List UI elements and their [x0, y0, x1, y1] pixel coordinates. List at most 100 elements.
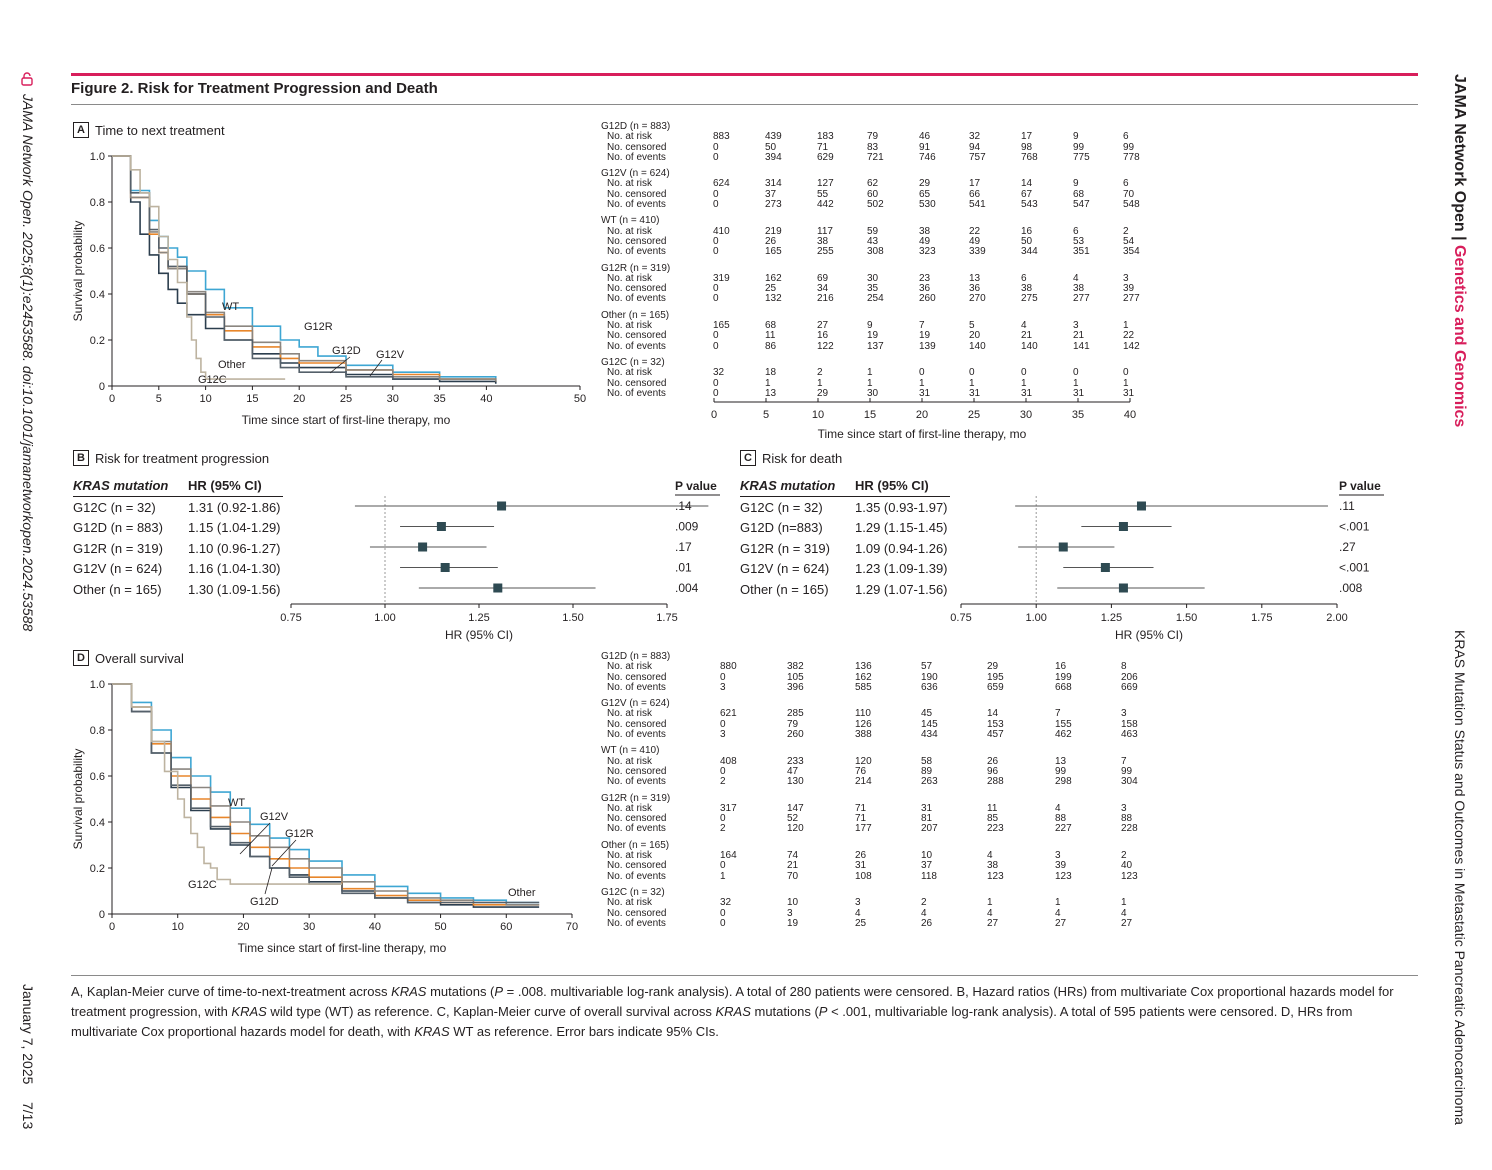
risk-cell: 439 [765, 131, 782, 143]
x-tick-label: 0 [109, 921, 115, 933]
curve-label-g12c: G12C [188, 879, 217, 891]
x-tick-label: 50 [574, 393, 586, 405]
x-tick-label: 10 [199, 393, 211, 405]
x-axis-label: Time since start of first-line therapy, … [242, 413, 451, 427]
km-curve-g12v [112, 683, 540, 906]
risk-cell: 36 [919, 283, 931, 295]
risk-cell: 37 [921, 860, 933, 872]
risk-cell: 0 [720, 860, 726, 872]
risk-cell: 49 [969, 235, 981, 247]
risk-cell: 304 [1121, 776, 1138, 788]
y-tick-label: 0.6 [90, 771, 105, 783]
risk-row-label: No. censored [607, 283, 667, 295]
x-tick-label: 20 [237, 921, 249, 933]
annotation-leader [329, 356, 351, 374]
risk-cell: 141 [1073, 340, 1090, 352]
hr-value: 1.30 (1.09-1.56) [188, 581, 281, 597]
risk-axis-tick-label: 20 [916, 409, 928, 421]
risk-row: No. at risk 880 382 136 57 29 16 8 [601, 661, 1161, 673]
column-header: HR (95% CI) [188, 478, 262, 493]
risk-cell: 0 [713, 293, 719, 305]
y-tick-label: 0.8 [90, 197, 105, 209]
forest-x-axis-label: HR (95% CI) [1115, 628, 1183, 642]
risk-cell: 50 [765, 141, 777, 153]
column-header: HR (95% CI) [855, 478, 929, 493]
risk-group: Other (n = 165) No. at risk 165 68 27 9 7 5 4 3 1 N… [601, 310, 1161, 352]
risk-cell: 9 [1073, 178, 1079, 190]
risk-cell: 126 [855, 718, 872, 730]
risk-axis-tick-label: 25 [968, 409, 980, 421]
risk-cell: 45 [921, 708, 933, 720]
risk-cell: 1 [987, 897, 993, 909]
forest-x-tick-label: 1.00 [1025, 612, 1046, 624]
risk-cell: 50 [1021, 235, 1033, 247]
risk-row-label: No. at risk [607, 131, 653, 143]
hr-value: 1.10 (0.96-1.27) [188, 540, 281, 556]
mutation-label: G12D (n=883) [740, 520, 823, 536]
risk-row: No. censored 0 21 31 37 38 39 40 [601, 860, 1161, 872]
risk-cell: 2 [817, 367, 823, 379]
hr-value: 1.23 (1.09-1.39) [855, 561, 948, 577]
x-tick-label: 35 [433, 393, 445, 405]
risk-cell: 8 [1121, 661, 1127, 673]
risk-cell: 0 [919, 367, 925, 379]
risk-cell: 21 [787, 860, 799, 872]
risk-group-title: G12V (n = 624) [601, 168, 670, 180]
hr-marker [1136, 501, 1146, 511]
risk-cell: 27 [1121, 917, 1133, 929]
risk-row-label: No. censored [607, 907, 667, 919]
hr-table-b: KRAS mutation HR (95% CI) G12C (n = 32) 1.3… [73, 478, 283, 600]
risk-cell: 29 [817, 387, 829, 399]
risk-cell: 1 [919, 377, 925, 389]
risk-cell: 130 [787, 776, 804, 788]
open-access-icon [21, 72, 33, 86]
risk-cell: 70 [787, 870, 799, 882]
risk-row: No. censored 0 37 55 60 65 66 67 68 70 [601, 189, 1161, 200]
risk-cell: 140 [1021, 340, 1038, 352]
risk-cell: 624 [713, 178, 730, 190]
risk-cell: 462 [1055, 729, 1072, 741]
risk-cell: 54 [1123, 235, 1135, 247]
risk-cell: 18 [765, 367, 777, 379]
y-axis-label: Survival probability [71, 221, 85, 322]
risk-cell: 317 [720, 802, 737, 814]
risk-cell: 263 [921, 776, 938, 788]
y-tick-label: 0.2 [90, 863, 105, 875]
risk-row-label: No. of events [607, 776, 666, 788]
risk-row-label: No. of events [607, 199, 666, 211]
risk-cell: 71 [817, 141, 829, 153]
risk-cell: 31 [1073, 387, 1085, 399]
x-tick-label: 0 [109, 393, 115, 405]
risk-cell: 388 [855, 729, 872, 741]
risk-row: No. of events 0 165 255 308 323 339 344 351 354 [601, 246, 1161, 258]
risk-cell: 0 [713, 246, 719, 258]
forest-x-tick-label: 0.75 [280, 612, 301, 624]
risk-cell: 233 [787, 755, 804, 767]
risk-cell: 254 [867, 293, 884, 305]
hr-marker [418, 542, 428, 552]
risk-cell: 0 [713, 340, 719, 352]
risk-row-label: No. censored [607, 718, 667, 730]
annotation-leader [239, 822, 271, 855]
risk-row-label: No. of events [607, 823, 666, 835]
risk-cell: 137 [867, 340, 884, 352]
p-value-header: P value [675, 479, 717, 493]
risk-row: No. of events 0 13 29 30 31 31 31 31 31 [601, 387, 1161, 399]
risk-cell: 0 [713, 151, 719, 163]
risk-cell: 457 [987, 729, 1004, 741]
risk-row: No. at risk 317 147 71 31 11 4 3 [601, 802, 1161, 814]
risk-cell: 26 [987, 755, 999, 767]
risk-row-label: No. at risk [607, 178, 653, 190]
risk-cell: 3 [855, 897, 861, 909]
km-plot-overall-survival: 0 0.2 0.4 0.6 0.8 1.0 0 10 20 30 40 50 60 70 Time sinc… [71, 679, 578, 955]
risk-row-label: No. censored [607, 671, 667, 683]
hr-table-header: KRAS mutation HR (95% CI) [740, 478, 950, 497]
p-value: <.001 [1339, 520, 1370, 534]
risk-cell: 140 [969, 340, 986, 352]
y-tick-label: 1.0 [90, 151, 105, 163]
risk-cell: 38 [1073, 283, 1085, 295]
y-tick-label: 0.4 [90, 289, 105, 301]
hr-value: 1.16 (1.04-1.30) [188, 561, 281, 577]
risk-cell: 2 [1121, 850, 1127, 862]
risk-cell: 29 [919, 178, 931, 190]
